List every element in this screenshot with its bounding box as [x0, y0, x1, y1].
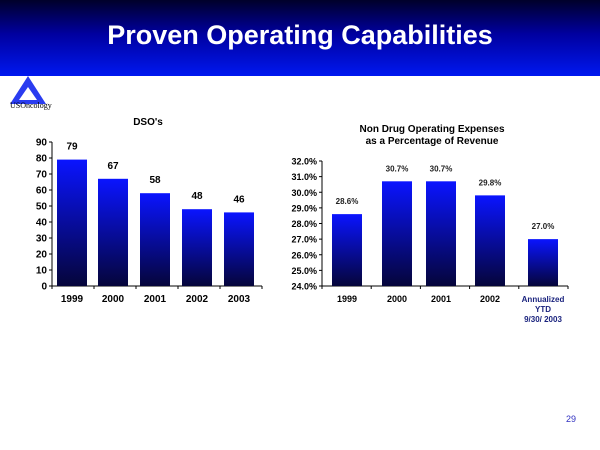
y-tick-label: 28.0%	[291, 219, 317, 229]
logo-triangle-icon	[10, 76, 46, 104]
title-bar	[0, 0, 600, 76]
chart-title: Non Drug Operating Expenses	[359, 124, 504, 135]
logo-text: USOncology	[10, 101, 52, 110]
data-label: 27.0%	[532, 222, 555, 231]
y-tick-label: 10	[36, 266, 48, 277]
x-tick-label: 2001	[431, 294, 451, 304]
y-tick-label: 60	[36, 186, 48, 197]
y-tick-label: 24.0%	[291, 282, 317, 292]
x-tick-label: YTD	[535, 305, 551, 314]
x-tick-label: 1999	[61, 294, 84, 305]
bar	[382, 181, 412, 286]
page-number: 29	[566, 414, 577, 424]
slide-title: Proven Operating Capabilities	[107, 20, 493, 50]
bar	[98, 178, 128, 286]
y-tick-label: 26.0%	[291, 250, 317, 260]
y-tick-label: 32.0%	[291, 157, 317, 167]
data-label: 29.8%	[479, 178, 502, 187]
x-tick-label: Annualized	[522, 295, 565, 304]
bar	[528, 239, 558, 286]
x-tick-label: 2000	[102, 294, 125, 305]
bar	[140, 193, 170, 286]
data-label: 58	[149, 175, 161, 186]
y-tick-label: 29.0%	[291, 203, 317, 213]
x-tick-label: 9/30/ 2003	[524, 315, 562, 324]
x-tick-label: 2002	[186, 294, 209, 305]
y-tick-label: 80	[36, 154, 48, 165]
y-tick-label: 25.0%	[291, 266, 317, 276]
bar	[57, 159, 87, 286]
bar	[182, 209, 212, 286]
x-tick-label: 2003	[228, 294, 251, 305]
y-tick-label: 0	[41, 282, 47, 293]
x-tick-label: 2000	[387, 294, 407, 304]
y-tick-label: 20	[36, 250, 48, 261]
data-label: 79	[66, 142, 78, 153]
y-tick-label: 30.0%	[291, 188, 317, 198]
data-label: 30.7%	[430, 164, 453, 173]
data-label: 30.7%	[386, 164, 409, 173]
data-label: 67	[107, 161, 119, 172]
y-tick-label: 31.0%	[291, 172, 317, 182]
y-tick-label: 90	[36, 138, 48, 149]
data-label: 28.6%	[336, 197, 359, 206]
x-tick-label: 2002	[480, 294, 500, 304]
data-label: 46	[233, 194, 245, 205]
chart-title: DSO's	[133, 117, 163, 128]
bar	[475, 195, 505, 286]
x-tick-label: 2001	[144, 294, 167, 305]
y-tick-label: 30	[36, 234, 48, 245]
y-tick-label: 70	[36, 170, 48, 181]
x-tick-label: 1999	[337, 294, 357, 304]
bar	[224, 212, 254, 286]
y-tick-label: 40	[36, 218, 48, 229]
y-tick-label: 27.0%	[291, 235, 317, 245]
bar	[426, 181, 456, 286]
chart-title: as a Percentage of Revenue	[366, 136, 499, 147]
bar	[332, 214, 362, 286]
y-tick-label: 50	[36, 202, 48, 213]
data-label: 48	[191, 191, 203, 202]
